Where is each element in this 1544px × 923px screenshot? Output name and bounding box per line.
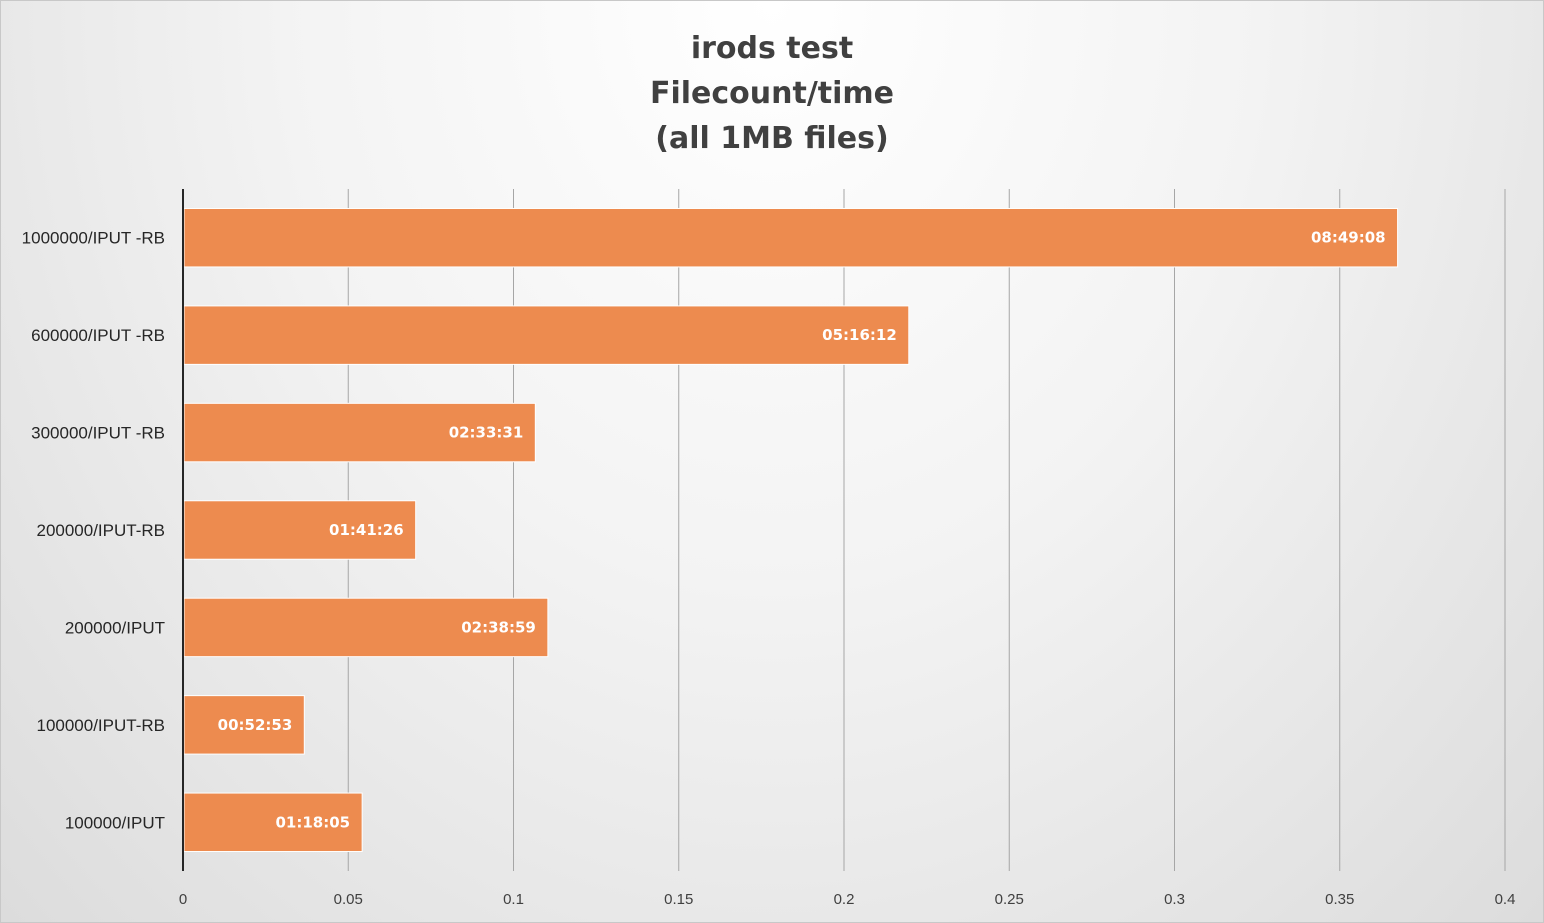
category-labels: 1000000/IPUT -RB 600000/IPUT -RB 300000/IP… [22,229,165,833]
x-tick-label: 0.1 [503,891,524,908]
chart-title-line-2: Filecount/time [650,76,894,111]
data-label: 02:33:31 [449,424,524,442]
x-tick-label: 0 [179,891,187,908]
data-label: 08:49:08 [1311,229,1386,247]
data-label: 01:18:05 [276,813,351,831]
data-label: 05:16:12 [822,326,897,344]
x-tick-label: 0.35 [1325,891,1354,908]
category-label: 300000/IPUT -RB [31,424,165,443]
x-tick-label: 0.05 [334,891,363,908]
category-label: 600000/IPUT -RB [31,326,165,345]
category-label: 100000/IPUT [65,813,165,832]
x-tick-label: 0.25 [995,891,1024,908]
bar [183,305,910,365]
category-label: 100000/IPUT-RB [36,716,165,735]
x-tick-label: 0.3 [1164,891,1185,908]
chart-title-line-3: (all 1MB files) [655,121,888,156]
category-label: 200000/IPUT-RB [36,521,165,540]
x-axis-ticks: 0 0.05 0.1 0.15 0.2 0.25 0.3 0.35 0.4 [179,891,1516,908]
bar [183,207,1399,268]
bar [183,500,417,560]
category-label: 1000000/IPUT -RB [22,229,165,248]
gridlines [347,189,1506,871]
x-tick-label: 0.2 [834,891,855,908]
data-label: 00:52:53 [218,716,293,734]
bar [183,597,549,658]
chart-title-line-1: irods test [691,31,853,66]
data-label: 01:41:26 [329,521,404,539]
x-tick-label: 0.15 [664,891,693,908]
category-label: 200000/IPUT [65,618,165,637]
bars: 08:49:08 05:16:12 02:33:31 01:41:26 02:38:59… [183,207,1399,853]
bar [183,792,363,853]
chart-title: irods test Filecount/time (all 1MB files… [650,31,894,156]
x-tick-label: 0.4 [1495,891,1516,908]
data-label: 02:38:59 [461,618,536,636]
bar [183,695,305,755]
